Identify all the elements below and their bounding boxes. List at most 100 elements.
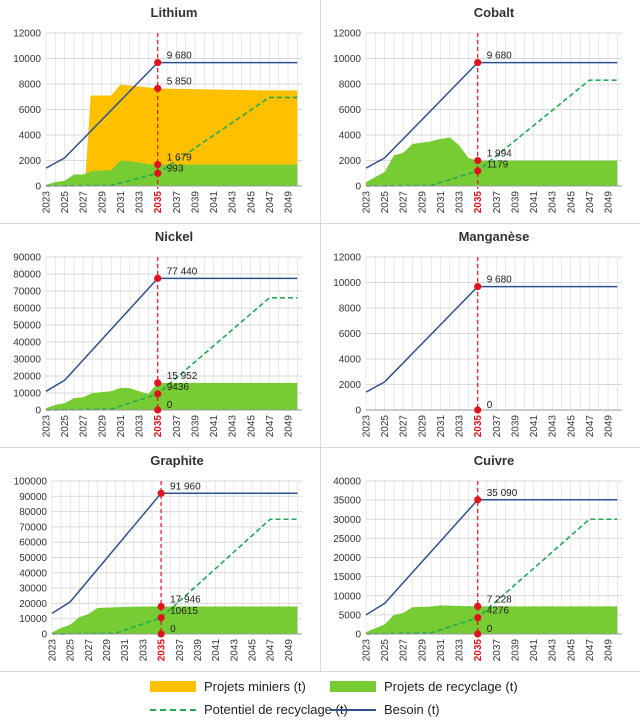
y-tick-label: 12000 — [13, 29, 41, 40]
x-tick-label: 2023 — [362, 639, 373, 662]
chart-svg: Manganèse 0 2000 4000 6000 8000 10000 12000 2023… — [333, 229, 622, 438]
x-tick-label: 2031 — [120, 639, 131, 662]
x-tick-label: 2025 — [380, 415, 391, 438]
series-recycling-area — [366, 605, 618, 634]
legend-label-recycling: Projets de recyclage (t) — [384, 679, 518, 694]
x-tick-label: 2029 — [417, 415, 428, 438]
x-tick-label: 2035 — [153, 191, 164, 214]
x-tick-label: 2035 — [157, 639, 168, 662]
legend-label-mining: Projets miniers (t) — [204, 679, 306, 694]
x-tick-label: 2047 — [265, 191, 276, 214]
y-tick-label: 30000 — [333, 515, 361, 526]
marker-dot — [154, 379, 162, 387]
y-tick-label: 40000 — [13, 338, 41, 349]
series-mining-area — [46, 84, 298, 186]
x-tick-label: 2025 — [380, 639, 391, 662]
x-tick-label: 2047 — [265, 415, 276, 438]
series-recycling-area — [46, 382, 298, 410]
x-tick-label: 2039 — [510, 415, 521, 438]
y-tick-label: 70000 — [13, 287, 41, 298]
x-tick-label: 2031 — [436, 415, 447, 438]
y-tick-label: 70000 — [19, 522, 47, 533]
marker-dot — [154, 160, 162, 169]
marker-dot — [157, 614, 165, 622]
x-tick-label: 2027 — [79, 415, 90, 438]
x-tick-label: 2049 — [604, 639, 615, 662]
y-tick-label: 60000 — [19, 538, 47, 549]
marker-label: 91 960 — [170, 481, 201, 492]
x-tick-label: 2041 — [211, 639, 222, 662]
chart-title: Cobalt — [474, 5, 515, 20]
x-tick-label: 2045 — [248, 639, 259, 662]
x-tick-label: 2045 — [566, 191, 577, 214]
y-tick-label: 12000 — [333, 253, 361, 264]
y-tick-label: 80000 — [19, 507, 47, 518]
chart-svg: Cobalt 0 2000 4000 6000 8000 10000 12000 2023 202… — [333, 5, 622, 214]
y-tick-label: 80000 — [13, 270, 41, 281]
y-tick-label: 12000 — [333, 29, 361, 40]
chart-svg: Cuivre 0 5000 10000 15000 20000 25000 30000 3500… — [333, 453, 622, 662]
x-tick-label: 2025 — [380, 191, 391, 214]
marker-label: 9 680 — [487, 275, 512, 286]
x-tick-label: 2041 — [529, 191, 540, 214]
marker-dot — [474, 156, 482, 165]
y-tick-label: 0 — [35, 182, 41, 193]
y-tick-label: 4000 — [339, 131, 362, 142]
marker-label: 10615 — [170, 606, 198, 617]
y-tick-label: 90000 — [13, 253, 41, 264]
chart-title: Cuivre — [474, 453, 514, 468]
x-tick-label: 2029 — [97, 191, 108, 214]
x-tick-label: 2027 — [399, 415, 410, 438]
marker-label: 0 — [167, 400, 173, 411]
y-tick-label: 4000 — [19, 131, 42, 142]
marker-label: 993 — [167, 164, 184, 175]
x-tick-label: 2027 — [84, 639, 95, 662]
marker-dot — [157, 630, 165, 638]
chart-title: Lithium — [151, 5, 198, 20]
y-tick-label: 100000 — [14, 477, 48, 488]
y-tick-label: 20000 — [19, 599, 47, 610]
legend-swatch-need — [330, 708, 376, 711]
chart-title: Nickel — [155, 229, 193, 244]
legend-item-mining: Projets miniers (t) — [150, 679, 306, 694]
marker-dot — [474, 282, 482, 291]
y-tick-label: 0 — [355, 630, 361, 641]
x-tick-label: 2039 — [510, 191, 521, 214]
legend-item-need: Besoin (t) — [330, 702, 440, 717]
marker-label: 1179 — [487, 160, 509, 171]
x-tick-label: 2025 — [66, 639, 77, 662]
x-tick-label: 2037 — [492, 639, 503, 662]
y-tick-label: 6000 — [339, 105, 362, 116]
x-tick-label: 2033 — [455, 191, 466, 214]
y-tick-label: 2000 — [19, 156, 42, 167]
marker-dot — [154, 84, 162, 93]
y-tick-label: 8000 — [19, 80, 42, 91]
x-tick-label: 2023 — [362, 415, 373, 438]
x-tick-label: 2033 — [455, 639, 466, 662]
x-tick-label: 2035 — [473, 191, 484, 214]
legend-swatch-recycling — [330, 681, 376, 692]
chart-title: Graphite — [150, 453, 203, 468]
marker-dot — [157, 602, 165, 611]
x-tick-label: 2035 — [473, 415, 484, 438]
x-tick-label: 2027 — [399, 639, 410, 662]
x-tick-label: 2025 — [60, 415, 71, 438]
marker-label: 17 946 — [170, 595, 201, 606]
x-tick-label: 2043 — [228, 415, 239, 438]
chart-panel-3: Manganèse 0 2000 4000 6000 8000 10000 12000 2023… — [320, 224, 640, 447]
y-tick-label: 6000 — [19, 105, 42, 116]
x-tick-label: 2033 — [455, 415, 466, 438]
y-tick-label: 5000 — [339, 610, 362, 621]
marker-label: 0 — [487, 400, 493, 411]
x-tick-label: 2039 — [510, 639, 521, 662]
marker-dot — [474, 58, 482, 67]
x-tick-label: 2039 — [190, 191, 201, 214]
series-potential-line — [51, 518, 298, 635]
x-tick-label: 2023 — [42, 191, 53, 214]
y-tick-label: 15000 — [333, 572, 361, 583]
marker-dot — [154, 169, 162, 177]
y-tick-label: 2000 — [339, 156, 362, 167]
x-tick-label: 2035 — [153, 415, 164, 438]
x-tick-label: 2031 — [436, 639, 447, 662]
legend: Projets miniers (t) Projets de recyclage… — [0, 671, 640, 723]
